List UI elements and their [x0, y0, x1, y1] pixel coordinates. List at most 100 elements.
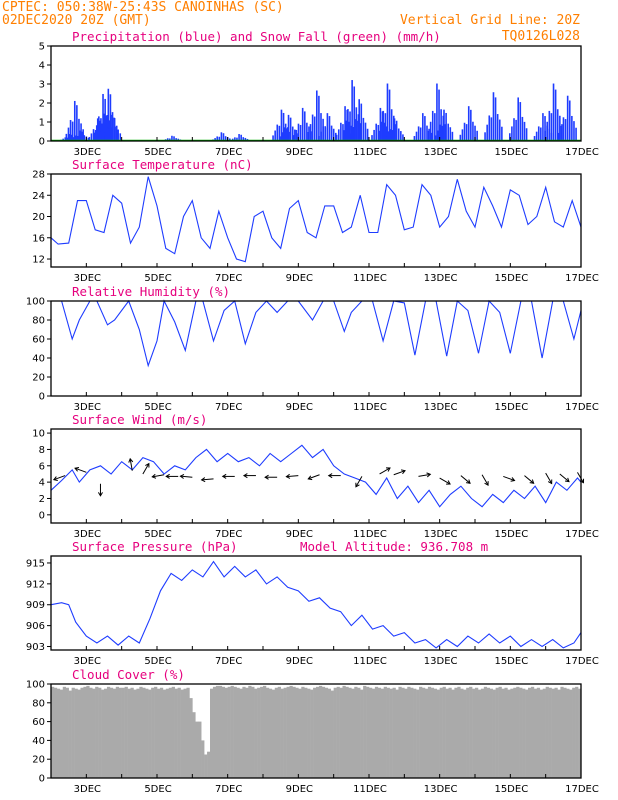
precip-bar — [571, 115, 573, 141]
y-tick-label: 912 — [26, 579, 45, 590]
cloud-bar — [154, 686, 158, 778]
precip-bar — [517, 97, 519, 141]
cloud-bar — [383, 686, 387, 778]
precip-bar — [104, 98, 106, 141]
precip-bar — [311, 114, 314, 141]
precip-bar — [66, 137, 69, 141]
precip-bar — [218, 136, 221, 141]
y-tick-label: 20 — [32, 212, 45, 223]
cloud-bar — [563, 687, 567, 778]
cloud-bar — [363, 685, 367, 778]
precip-bar — [280, 109, 283, 141]
panel-frame — [50, 683, 582, 779]
precip-bar — [519, 102, 522, 141]
y-tick-label: 903 — [26, 642, 45, 653]
precip-bar — [103, 113, 105, 141]
wind-arrow-head — [264, 474, 269, 480]
precip-bar — [384, 113, 387, 141]
cloud-bar — [133, 689, 137, 778]
cloud-bar — [77, 689, 81, 778]
series-line — [50, 444, 582, 508]
precip-bar — [465, 124, 468, 141]
cloud-bar — [377, 687, 382, 778]
cloud-bar — [327, 688, 332, 778]
precip-bar — [426, 125, 428, 141]
wind-arrow — [379, 467, 391, 475]
precip-bar — [496, 114, 499, 141]
precip-bar — [459, 134, 462, 141]
precip-bar — [330, 125, 333, 141]
cloud-bar — [233, 686, 237, 778]
precip-bar — [309, 124, 312, 141]
cloud-bar — [174, 688, 178, 778]
x-tick-label: 3DEC — [74, 784, 101, 795]
x-tick-label: 9DEC — [286, 147, 313, 158]
precip-bar — [282, 112, 285, 141]
precip-bar — [81, 131, 83, 141]
precip-bar — [515, 119, 517, 141]
wind-arrow — [439, 477, 451, 485]
cloud-bar — [280, 688, 284, 778]
cloud-bar — [345, 686, 349, 778]
cloud-bar — [369, 687, 373, 778]
precip-bar — [440, 109, 442, 141]
x-tick-label: 11DEC — [353, 529, 387, 540]
panel-frame — [50, 428, 582, 524]
cloud-bar — [492, 689, 496, 778]
precip-bar — [380, 121, 382, 141]
precip-bar — [540, 127, 542, 141]
cloud-bar — [410, 687, 414, 778]
precip-bar — [104, 132, 107, 141]
precip-bar — [375, 123, 377, 141]
cloud-bar — [248, 685, 252, 778]
wind-arrow-head — [74, 466, 80, 472]
precip-bar — [108, 128, 111, 141]
cloud-bar — [271, 689, 276, 778]
cloud-bar — [321, 686, 326, 778]
cloud-bar — [104, 688, 108, 778]
precip-bar — [306, 122, 308, 141]
precip-bar — [289, 117, 292, 141]
precip-bar — [65, 133, 68, 141]
x-tick-label: 17DEC — [565, 147, 599, 158]
y-tick-label: 100 — [26, 680, 45, 691]
wind-arrow — [524, 475, 534, 484]
cloud-bar — [289, 685, 293, 778]
panel-5: Cloud Cover (%) 0 20 40 60 80 100 3DEC 5DEC 7DEC 9… — [26, 667, 599, 795]
cloud-bar — [366, 686, 370, 778]
precip-bar — [283, 127, 286, 141]
cloud-bar — [201, 740, 205, 778]
cloud-bar — [224, 687, 228, 778]
precip-bar — [544, 116, 546, 141]
precip-bar — [90, 133, 93, 141]
precip-bar — [463, 122, 466, 141]
precip-bar — [391, 130, 394, 141]
series-line — [50, 560, 582, 649]
precip-bar — [474, 125, 476, 141]
cloud-bar — [106, 686, 111, 778]
precip-bar — [533, 136, 536, 141]
precip-bar — [436, 130, 439, 141]
wind-arrow-head — [547, 479, 553, 485]
header-grid-note: Vertical Grid Line: 20Z — [400, 13, 580, 28]
panel-2: Relative Humidity (%) 0 20 40 60 80 100 3DEC 5DE… — [26, 284, 599, 413]
cloud-bar — [522, 688, 526, 778]
cloud-bar — [533, 688, 538, 778]
cloud-bar — [53, 687, 58, 778]
cloud-bar — [530, 686, 535, 778]
cloud-bar — [316, 686, 320, 778]
x-tick-label: 13DEC — [424, 147, 458, 158]
wind-arrow-head — [145, 462, 150, 468]
precip-bar — [419, 127, 422, 141]
panel-title: Surface Temperature (nC) — [72, 157, 253, 172]
precip-bar — [498, 119, 501, 141]
precip-bar — [318, 95, 320, 141]
precip-bar — [214, 138, 216, 141]
precip-bar — [521, 116, 524, 141]
cloud-bar — [183, 688, 187, 778]
precip-bar — [320, 113, 322, 141]
header-datetime: 02DEC2020 20Z (GMT) — [2, 13, 151, 28]
y-tick-label: 12 — [32, 255, 45, 266]
x-tick-label: 11DEC — [353, 784, 387, 795]
